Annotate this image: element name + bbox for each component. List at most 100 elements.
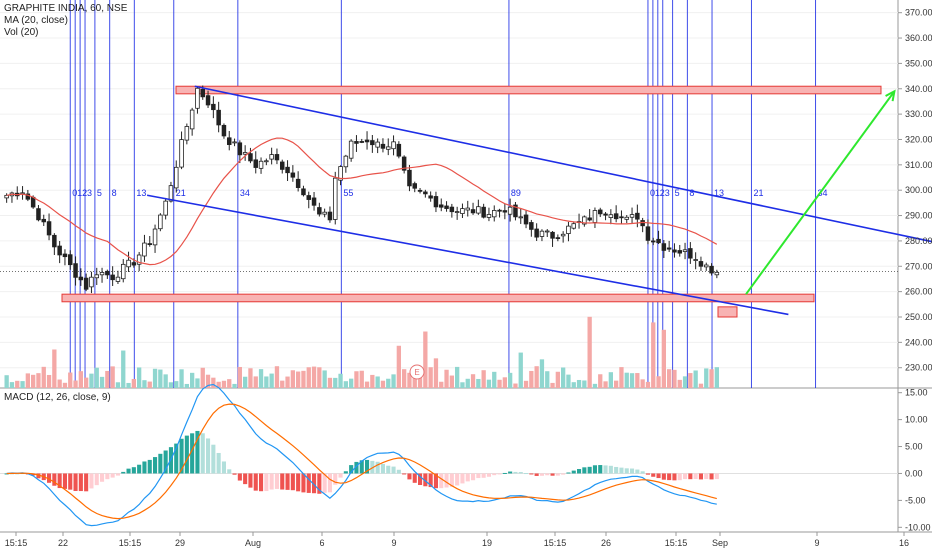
volume-bar <box>576 379 582 388</box>
candle-body <box>619 216 624 219</box>
candle-body <box>41 218 47 223</box>
macd-histogram-bar <box>274 473 279 489</box>
price-tick-label: 290.00 <box>905 211 932 221</box>
candle-body <box>454 211 460 213</box>
volume-bar <box>476 378 481 388</box>
macd-histogram-bar <box>126 468 131 474</box>
candle-body <box>433 196 439 208</box>
candle-body <box>232 141 237 144</box>
time-axis[interactable]: 15:15 22 15:15 29 Aug 6 9 19 15:15 26 15:15 Sep 9 16 <box>5 532 909 548</box>
candle-body <box>502 210 508 213</box>
volume-bar <box>333 377 338 388</box>
candle-body <box>338 166 343 181</box>
candle-body <box>529 222 534 230</box>
volume-bar <box>486 379 492 388</box>
volume-bar <box>31 374 36 388</box>
forecast-arrow[interactable] <box>745 89 896 295</box>
horizontal-zones[interactable] <box>61 85 882 318</box>
candle-body <box>195 87 200 109</box>
macd-histogram-bar <box>375 461 380 474</box>
candle-body <box>290 172 296 178</box>
price-tick-label: 240.00 <box>905 337 932 347</box>
macd-histogram-bar <box>365 459 370 474</box>
macd-histogram-bar <box>312 473 317 494</box>
fib-time-label: 21 <box>753 188 763 198</box>
candles <box>4 85 720 294</box>
macd-histogram-bar <box>317 473 322 494</box>
volume-bar <box>142 380 147 388</box>
macd-histogram-bar <box>677 473 682 481</box>
volume-bar <box>322 370 327 388</box>
candle-body <box>68 254 73 266</box>
volume-bars <box>4 316 719 388</box>
candle-body <box>4 194 9 199</box>
volume-bar <box>412 375 417 388</box>
candle-body <box>142 242 147 257</box>
candle-body <box>237 142 243 156</box>
candle-body <box>158 214 163 230</box>
volume-bar <box>492 371 497 388</box>
macd-histogram-bar <box>640 471 645 474</box>
ma-legend[interactable]: MA (20, close) <box>4 15 68 26</box>
macd-histogram-bar <box>412 473 417 483</box>
volume-bar <box>274 366 280 388</box>
volume-bar <box>184 383 189 388</box>
channel-lines[interactable] <box>146 85 932 316</box>
volume-bar <box>147 381 152 388</box>
price-tick-label: 350.00 <box>905 58 932 68</box>
earnings-marker[interactable]: E <box>409 364 425 380</box>
volume-bar <box>306 367 311 388</box>
macd-histogram-bar <box>211 444 216 474</box>
candle-body <box>364 139 370 143</box>
candle-body <box>253 159 258 168</box>
price-tick-label: 360.00 <box>905 33 932 43</box>
price-tick-label: 330.00 <box>905 109 932 119</box>
candle-body <box>513 204 518 218</box>
macd-axis[interactable]: 15.00 10.00 5.00 0.00 -5.00 -10.00 <box>898 388 931 533</box>
price-tick-label: 320.00 <box>905 134 932 144</box>
time-tick-label: 15:15 <box>119 538 142 548</box>
price-tick-label: 260.00 <box>905 287 932 297</box>
macd-histogram-bar <box>545 473 550 476</box>
volume-bar <box>285 376 290 388</box>
candle-body <box>211 103 216 111</box>
candle-body <box>698 261 704 267</box>
volume-bar <box>131 378 136 388</box>
candle-body <box>99 272 105 276</box>
macd-histogram-bar <box>465 473 470 482</box>
macd-tick-label: -5.00 <box>905 495 926 505</box>
candle-body <box>131 262 137 266</box>
macd-histogram-bar <box>624 468 629 474</box>
time-tick-label: 19 <box>482 538 492 548</box>
candle-body <box>110 274 115 281</box>
candle-body <box>46 221 52 236</box>
volume-bar <box>152 368 158 388</box>
symbol-title[interactable]: GRAPHITE INDIA, 60, NSE <box>4 3 128 14</box>
macd-histogram-bar <box>216 452 221 474</box>
macd-legend[interactable]: MACD (12, 26, close, 9) <box>4 392 111 403</box>
candle-body <box>491 210 497 218</box>
volume-bar <box>110 366 115 388</box>
macd-histogram-bar <box>206 438 211 474</box>
macd-histogram-bar <box>577 469 582 474</box>
volume-bar <box>645 381 651 388</box>
macd-histogram-bar <box>555 473 560 476</box>
macd-histogram-bar <box>651 473 656 477</box>
candle-body <box>126 259 131 268</box>
volume-bar <box>603 381 608 388</box>
macd-histogram-bar <box>4 473 9 475</box>
macd-tick-label: 15.00 <box>905 388 928 398</box>
volume-bar <box>497 379 502 388</box>
candle-body <box>332 177 338 220</box>
grid <box>0 12 898 369</box>
macd-histogram-bar <box>423 473 428 487</box>
macd-histogram-bar <box>264 473 269 492</box>
volume-legend[interactable]: Vol (20) <box>4 27 39 38</box>
price-axis[interactable]: 370.00 360.00 350.00 340.00 330.00 320.00 310.… <box>898 8 932 373</box>
volume-bar <box>84 377 89 388</box>
candle-body <box>279 161 285 170</box>
macd-histogram-bar <box>338 473 343 478</box>
macd-tick-label: 10.00 <box>905 415 928 425</box>
macd-histogram-bar <box>359 460 364 474</box>
